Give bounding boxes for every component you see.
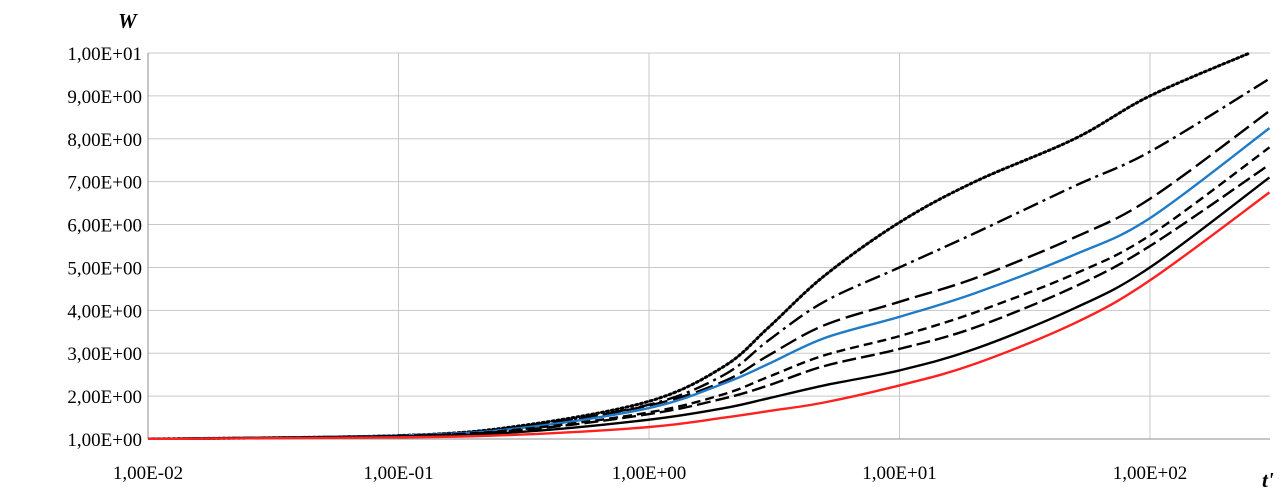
- x-tick-label: 1,00E+02: [1113, 463, 1188, 484]
- series-line-1: [148, 52, 1252, 440]
- y-tick-label: 3,00E+00: [67, 344, 142, 365]
- series-line-6: [148, 163, 1270, 440]
- x-axis-title: t': [1262, 468, 1274, 492]
- y-tick-label: 1,00E+00: [67, 430, 142, 451]
- grid-lines: [148, 52, 1270, 439]
- y-tick-label: 7,00E+00: [67, 173, 142, 194]
- y-tick-label: 9,00E+00: [67, 87, 142, 108]
- y-tick-label: 1,00E+01: [67, 44, 142, 65]
- y-tick-label: 8,00E+00: [67, 130, 142, 151]
- series-line-8: [148, 191, 1270, 440]
- tick-labels: 1,00E+00 2,00E+00 3,00E+00 4,00E+00 5,00E+00…: [67, 44, 1187, 484]
- series-line-4: [148, 127, 1270, 440]
- x-tick-label: 1,00E-02: [113, 463, 183, 484]
- plot-area: [147, 53, 1270, 440]
- y-tick-label: 4,00E+00: [67, 301, 142, 322]
- y-axis-title: W: [118, 9, 138, 33]
- series-layer: [148, 52, 1270, 440]
- x-tick-label: 1,00E-01: [363, 463, 433, 484]
- y-tick-label: 6,00E+00: [67, 216, 142, 237]
- x-tick-label: 1,00E+01: [862, 463, 937, 484]
- series-line-2: [148, 77, 1270, 440]
- x-tick-label: 1,00E+00: [612, 463, 687, 484]
- y-tick-label: 5,00E+00: [67, 258, 142, 279]
- y-tick-label: 2,00E+00: [67, 387, 142, 408]
- series-line-5: [148, 146, 1270, 440]
- series-line-7: [148, 176, 1270, 440]
